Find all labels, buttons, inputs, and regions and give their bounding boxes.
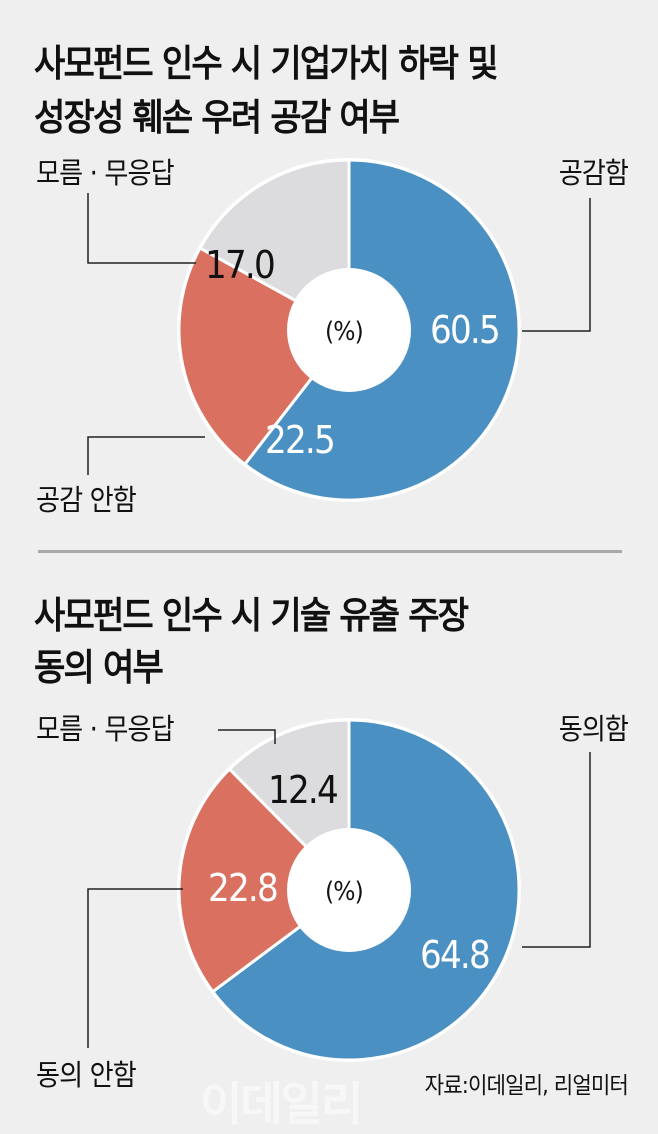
watermark: 이데일리 xyxy=(200,1077,363,1131)
chart2-unit: (%) xyxy=(325,877,364,907)
chart2-leader-lines xyxy=(87,729,591,1048)
chart2-title-line2: 동의 여부 xyxy=(34,646,164,689)
chart2-leader-disagree xyxy=(87,888,183,1048)
chart2-label-unknown: 모름 · 무응답 xyxy=(36,712,175,746)
chart1-label-unknown: 모름 · 무응답 xyxy=(36,156,175,190)
chart1-title-line2: 성장성 훼손 우려 공감 여부 xyxy=(34,96,400,139)
chart1-donut xyxy=(177,158,521,502)
chart1-leader-disagree xyxy=(87,436,205,475)
chart2-label-agree: 동의함 xyxy=(558,712,629,746)
chart2-title-line1: 사모펀드 인수 시 기술 유출 주장 xyxy=(34,594,469,637)
section-divider xyxy=(38,550,622,553)
chart1-value-unknown: 17.0 xyxy=(205,243,276,287)
chart2-hole xyxy=(287,828,411,952)
chart2-value-disagree: 22.8 xyxy=(208,866,279,910)
chart1-hole xyxy=(287,268,411,392)
chart1-slice-disagree xyxy=(177,246,352,467)
chart2-slice-disagree xyxy=(177,766,352,994)
chart1-title-line1: 사모펀드 인수 시 기업가치 하락 및 xyxy=(34,42,499,85)
chart1-label-disagree: 공감 안함 xyxy=(36,483,137,517)
chart1-value-agree: 60.5 xyxy=(430,308,501,352)
chart2-value-unknown: 12.4 xyxy=(268,768,339,812)
chart1-leader-agree xyxy=(522,198,591,332)
chart2-label-disagree: 동의 안함 xyxy=(36,1058,137,1092)
chart1-leader-lines xyxy=(87,193,591,475)
source-credit: 자료:이데일리, 리얼미터 xyxy=(424,1073,629,1099)
chart2-leader-unknown xyxy=(218,729,276,744)
chart1-leader-unknown xyxy=(87,193,196,264)
chart2-leader-agree xyxy=(522,752,591,948)
chart2-value-agree: 64.8 xyxy=(420,933,491,977)
chart1-value-disagree: 22.5 xyxy=(265,418,336,462)
chart1-label-agree: 공감함 xyxy=(558,156,629,190)
chart1-unit: (%) xyxy=(325,317,364,347)
chart2-donut xyxy=(177,718,521,1062)
